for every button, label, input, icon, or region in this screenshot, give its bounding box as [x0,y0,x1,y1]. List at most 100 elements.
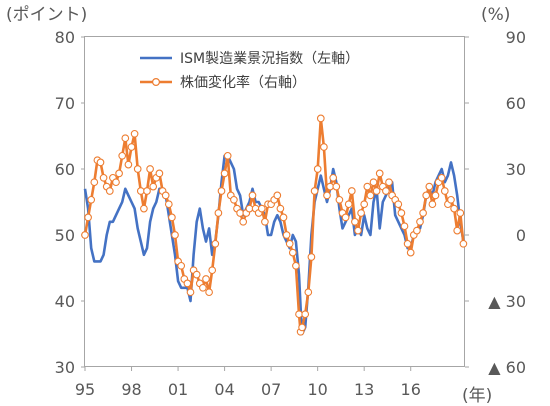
x-axis-tick-label: 98 [121,380,141,399]
stock-change-point [320,143,328,151]
stock-change-point [236,209,244,217]
right-axis-tick-label: 90 [506,28,526,47]
right-axis-tick-label: 60 [506,94,526,113]
stock-change-point [316,114,325,123]
stock-change-point [428,200,437,209]
stock-change-point [403,239,412,248]
stock-change-point [257,204,266,213]
stock-change-point [124,160,133,169]
right-axis-tick-label: 0 [516,226,526,245]
right-axis-tick-label: 30 [506,160,526,179]
stock-change-point [298,323,306,332]
stock-change-point [155,169,164,178]
stock-change-point [118,151,127,160]
stock-change-point [366,191,375,200]
stock-change-point [282,231,291,239]
stock-change-point [248,191,257,200]
stock-change-point [140,204,148,213]
stock-change-point [192,270,201,279]
stock-change-point [363,182,372,191]
stock-change-point [171,231,179,239]
left-axis-tick-label: 60 [55,160,75,179]
x-axis-tick-label: 13 [354,380,374,399]
left-axis-unit-label: (ポイント) [6,5,87,25]
stock-change-point [143,187,151,195]
stock-change-point [130,129,139,138]
stock-change-point [136,187,145,195]
stock-change-point [217,187,226,195]
x-axis-unit-label: (年) [462,386,492,406]
stock-change-point [177,261,186,270]
legend: ISM製造業景況指数（左軸） 株価変化率（右軸） [140,51,359,91]
stock-change-point [394,200,403,209]
stock-change-point [202,275,210,283]
stock-change-point [397,209,406,217]
stock-change-point [127,143,136,151]
stock-change-point [332,182,341,191]
stock-change-point [406,248,415,257]
ism-index-series-line [83,154,465,336]
stock-change-point [375,169,384,178]
stock-change-point [422,191,431,200]
stock-change-point [186,288,195,297]
right-axis-unit-label: (%) [481,5,510,25]
stock-change-point [211,239,220,248]
left-axis-tick-label: 80 [55,28,75,47]
stock-change-point [450,204,458,213]
stock-change-point [440,187,449,195]
right-axis-tick-label: ▲ 30 [488,292,526,311]
stock-change-point [419,209,427,217]
stock-change-point [276,204,285,213]
left-axis-tick-label: 70 [55,94,75,113]
plot-frame [84,36,465,367]
stock-change-point [245,204,254,213]
x-axis-tick-label: 95 [75,380,95,399]
stock-change-point [214,209,223,217]
right-axis-tick-label: ▲ 60 [488,358,526,377]
stock-change-point [288,248,297,257]
legend-label-ism: ISM製造業景況指数（左軸） [180,51,359,67]
x-axis-tick-label: 01 [168,380,188,399]
stock-change-point [81,231,89,239]
stock-change-point [341,213,350,222]
series-layer [81,114,468,336]
right-axis: 90 60 30 0 ▲ 30 ▲ 60 [465,28,526,377]
stock-change-point [313,165,322,173]
stock-change-point [87,195,96,204]
stock-change-point [369,178,378,187]
stock-change-point [447,195,455,204]
stock-change-point [344,200,353,209]
stock-change-point [273,191,282,200]
stock-change-point [307,253,316,261]
stock-change-point [239,217,248,226]
x-axis: 95 98 01 04 07 10 13 16 [75,367,421,399]
stock-change-point [205,288,213,297]
stock-change-point [199,283,207,292]
stock-change-point [164,200,173,209]
stock-change-point [90,178,99,187]
stock-change-point [96,158,105,167]
x-axis-tick-label: 10 [307,380,327,399]
left-axis-tick-label: 30 [55,358,75,377]
stock-change-point [326,182,334,191]
stock-change-point [351,217,359,226]
stock-change-point [400,222,409,231]
legend-label-stock: 株価変化率（右軸） [180,74,306,91]
stock-change-point [208,266,217,275]
stock-change-point [354,226,362,235]
x-axis-tick-label: 16 [401,380,421,399]
stock-change-point [292,261,300,270]
stock-change-point [382,187,390,195]
stock-change-point [360,200,369,209]
stock-change-point [115,169,123,178]
stock-change-point [223,151,232,160]
stock-change-point [112,178,120,187]
stock-change-point [121,134,130,143]
stock-change-point [285,239,294,248]
stock-change-point [456,209,465,217]
stock-change-point [99,173,108,182]
stock-change-point [146,165,154,173]
stock-change-point [279,213,288,222]
stock-change-point [168,213,176,222]
